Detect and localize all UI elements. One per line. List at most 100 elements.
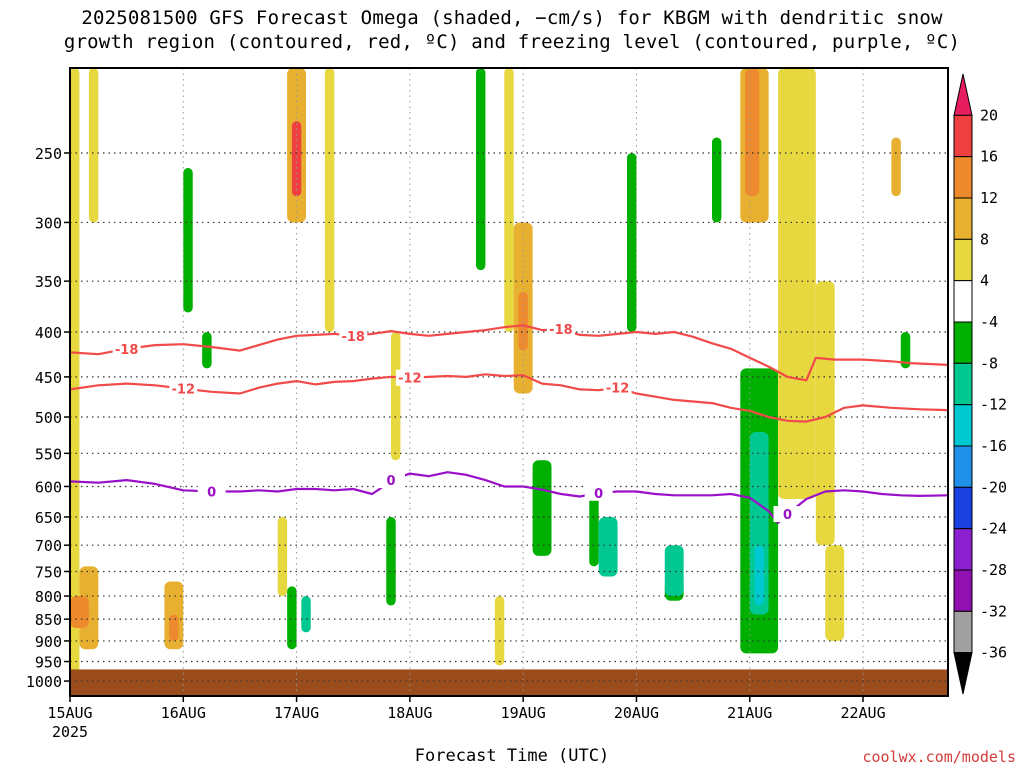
colorbar-label: 20 — [980, 106, 998, 124]
contour-label: 0 — [594, 487, 603, 502]
omega-cell — [664, 545, 684, 597]
omega-cell — [324, 68, 335, 333]
colorbar-swatch — [953, 156, 973, 199]
y-tick-label: 1000 — [26, 673, 62, 691]
x-tick-label: 16AUG — [161, 704, 206, 722]
omega-cell — [745, 68, 760, 197]
title-line-2: growth region (contoured, red, ºC) and f… — [63, 31, 961, 53]
colorbar-label: -24 — [980, 520, 1007, 538]
plot-frame — [69, 67, 949, 697]
colorbar-label: -16 — [980, 437, 1007, 455]
colorbar-swatch — [953, 321, 973, 364]
y-tick-label: 850 — [35, 611, 62, 629]
contour-label-bg — [773, 506, 802, 523]
omega-cell — [494, 596, 505, 666]
contour-label: -12 — [172, 383, 196, 398]
colorbar-label: 4 — [980, 272, 989, 290]
frame-border — [69, 67, 949, 697]
contour-label-bg — [584, 484, 613, 501]
omega-cell — [825, 545, 845, 641]
y-tick-label: 750 — [35, 563, 62, 581]
colorbar-label: -28 — [980, 561, 1007, 579]
terrain-band — [70, 669, 948, 696]
x-tick-label: 21AUG — [727, 704, 772, 722]
colorbar-swatch — [953, 114, 973, 158]
contour-label: 0 — [386, 474, 395, 489]
omega-cell — [598, 516, 618, 577]
omega-cell — [70, 68, 80, 674]
omega-cell — [900, 332, 911, 369]
y-tick-label: 650 — [35, 509, 62, 527]
omega-cell — [504, 68, 514, 333]
x-tick-label: 18AUG — [387, 704, 432, 722]
x-tick-year: 2025 — [52, 723, 88, 741]
y-tick-label: 900 — [35, 633, 62, 651]
dendritic_minus18-contour — [70, 324, 948, 382]
contour-label: 0 — [207, 486, 216, 501]
contour-label-bg — [395, 369, 424, 386]
colorbar-swatch — [953, 445, 973, 488]
colorbar-label: -8 — [980, 354, 998, 372]
colorbar-swatch — [953, 569, 973, 612]
contour-label-bg — [197, 483, 226, 500]
contour-label: -18 — [549, 323, 573, 338]
y-tick-label: 250 — [35, 145, 62, 163]
contour-label-bg — [339, 327, 368, 344]
omega-cell — [291, 121, 302, 197]
colorbar-label: 12 — [980, 189, 998, 207]
omega-cell — [70, 596, 89, 629]
omega-cell — [386, 516, 396, 606]
colorbar-label: -12 — [980, 396, 1007, 414]
contour-label-bg — [112, 340, 141, 357]
contour-label: -18 — [341, 330, 365, 345]
y-axis: 250 300 350 400 450 500 550 600 650 700 750 800 850 9… — [26, 145, 70, 691]
omega-cell — [711, 137, 722, 223]
colorbar-swatch — [953, 362, 973, 406]
omega-cell — [627, 152, 637, 333]
omega-cell — [169, 614, 179, 641]
contour-label-bg — [376, 472, 405, 489]
colorbar-swatch — [953, 528, 973, 571]
colorbar-swatch — [953, 610, 973, 654]
contour-label: 0 — [783, 508, 792, 523]
omega-cell — [532, 460, 552, 556]
terrain-fill — [70, 669, 948, 696]
omega-cell — [202, 332, 212, 369]
source-credit: coolwx.com/models — [862, 748, 1016, 766]
contour-label: -12 — [606, 382, 630, 397]
x-tick-label: 20AUG — [614, 704, 659, 722]
contours: -18 -18 -18 -12 -12 -12 0 0 0 0 — [70, 321, 948, 524]
colorbar-label: -20 — [980, 478, 1007, 496]
x-tick-label: 15AUG — [47, 704, 92, 722]
y-tick-label: 700 — [35, 537, 62, 555]
omega-cell — [475, 68, 486, 271]
y-tick-label: 400 — [35, 324, 62, 342]
colorbar-swatch — [953, 486, 973, 530]
omega-cell — [891, 137, 901, 197]
x-axis-label: Forecast Time (UTC) — [414, 746, 610, 766]
omega-cell — [287, 586, 297, 650]
omega-shading — [70, 68, 911, 674]
colorbar-top-arrow — [953, 73, 973, 116]
x-tick-label: 19AUG — [501, 704, 546, 722]
x-tick-label: 22AUG — [840, 704, 885, 722]
omega-cell — [754, 545, 764, 606]
colorbar-swatch — [953, 197, 973, 240]
contour-label-bg — [546, 321, 575, 338]
colorbar-label: -32 — [980, 602, 1007, 620]
omega-cell — [277, 516, 288, 597]
contour-label: -18 — [115, 343, 139, 358]
omega-cell — [589, 486, 599, 567]
y-tick-label: 300 — [35, 214, 62, 232]
colorbar-label: -4 — [980, 313, 998, 331]
dendritic_minus12-contour — [70, 373, 948, 423]
colorbar-bottom-arrow — [953, 652, 973, 695]
omega-cell — [815, 281, 835, 546]
colorbar-swatch — [953, 404, 973, 447]
colorbar-label: 16 — [980, 148, 998, 166]
colorbar: 20 16 12 8 4 -4 -8 -12 -16 -20 -24 -28 -32 -36 — [953, 73, 1007, 695]
omega-cell — [778, 68, 816, 499]
y-tick-label: 350 — [35, 273, 62, 291]
